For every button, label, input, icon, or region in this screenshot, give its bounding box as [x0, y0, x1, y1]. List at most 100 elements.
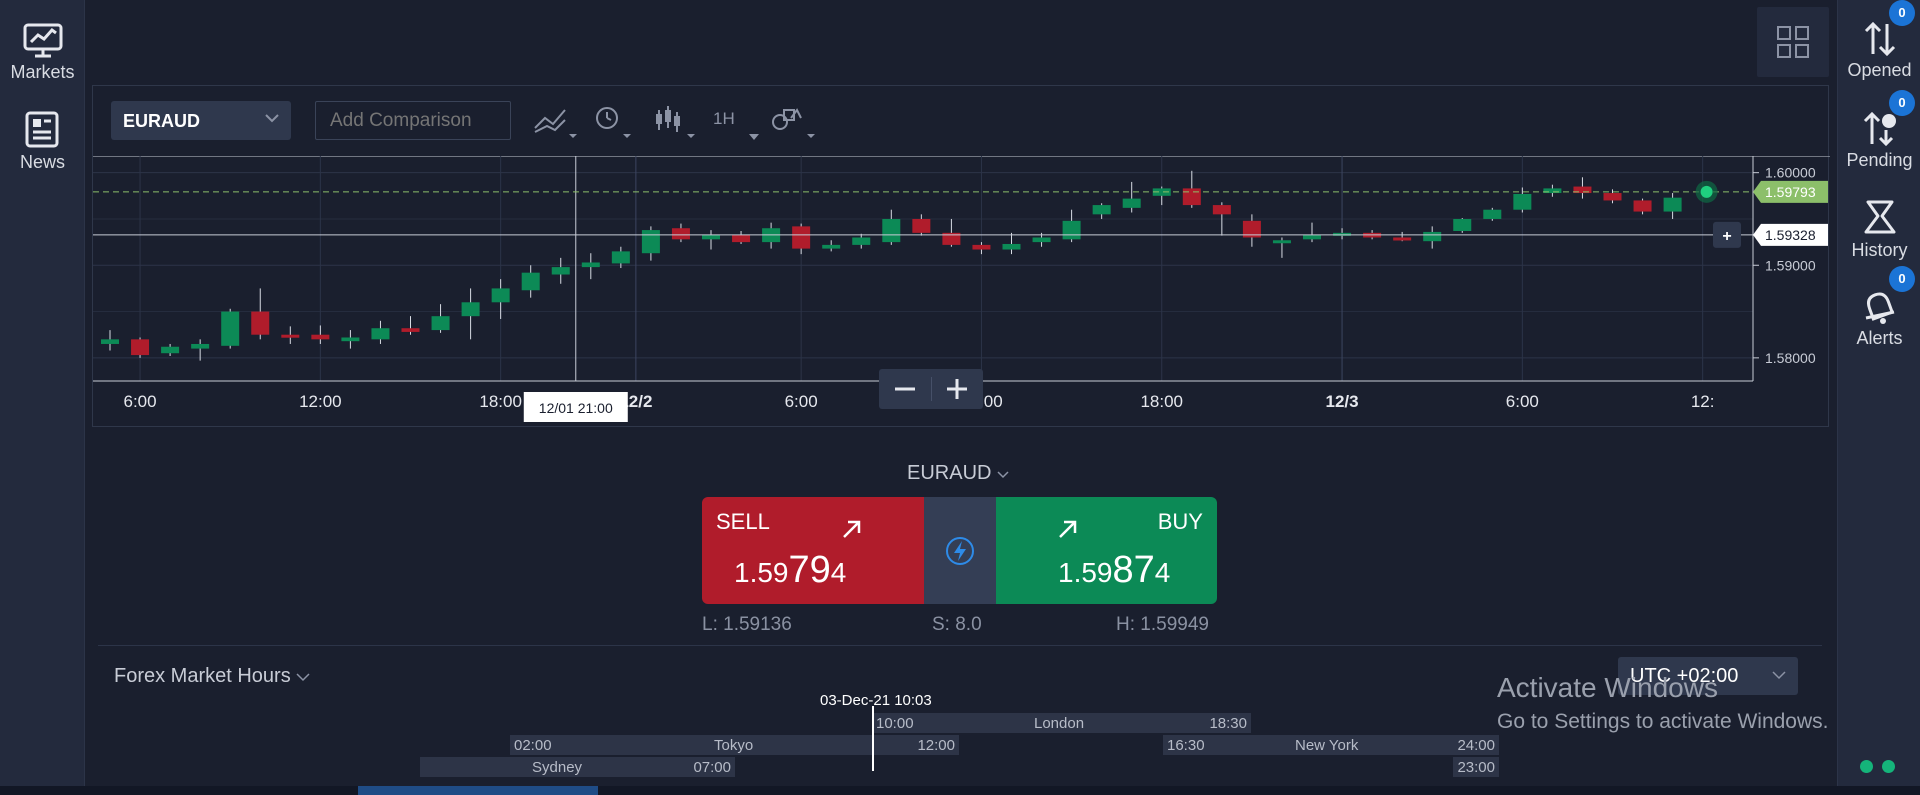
arrow-up-right-icon	[843, 520, 861, 538]
session-sydney-next: 23:00	[1453, 757, 1499, 777]
x-tick-label: 6:00	[124, 392, 157, 411]
y-tick-label: 1.58000	[1765, 350, 1816, 366]
live-price-dot	[1700, 185, 1713, 198]
candle-bullish	[1543, 188, 1562, 194]
candle-bullish	[1032, 237, 1051, 243]
candle-bullish	[1333, 232, 1352, 236]
zoom-in-button[interactable]	[931, 369, 983, 409]
activate-windows-watermark: Activate Windows Go to Settings to activ…	[1497, 672, 1829, 734]
watermark-subtitle: Go to Settings to activate Windows.	[1497, 710, 1829, 733]
plus-icon	[947, 379, 967, 399]
x-tick-label: 6:00	[785, 392, 818, 411]
session-sydney: Sydney 07:00	[420, 757, 735, 777]
markets-nav-label: Markets	[10, 62, 75, 82]
indicators-tool-button[interactable]	[533, 104, 579, 140]
session-sydney-next-close: 23:00	[1457, 759, 1495, 776]
crosshair-price-label: 1.59328	[1765, 227, 1816, 243]
day-high: H: 1.59949	[1116, 614, 1209, 635]
candle-bearish	[1242, 220, 1261, 238]
chevron-down-icon	[997, 471, 1009, 479]
chart-panel: EURAUD	[92, 85, 1830, 427]
chart-grid	[93, 155, 1830, 381]
plus-icon: +	[1722, 228, 1731, 245]
candle-bearish	[131, 339, 150, 356]
sell-label: SELL	[716, 509, 770, 534]
chart-type-button[interactable]	[653, 104, 697, 140]
candle-bearish	[1182, 188, 1201, 206]
alarm-tool-button[interactable]	[593, 104, 633, 140]
opened-nav-button[interactable]: Opened 0	[1838, 0, 1920, 81]
candle-bullish	[1062, 220, 1081, 240]
candle-bearish	[671, 228, 690, 240]
candle-bullish	[371, 328, 390, 340]
sell-price-main: 1.59	[734, 557, 789, 588]
candles	[101, 170, 1682, 361]
alarm-clock-icon	[596, 107, 631, 138]
news-nav-button[interactable]: News	[0, 110, 85, 173]
pending-nav-button[interactable]: Pending 0	[1838, 90, 1920, 171]
timeframe-button[interactable]: 1H	[713, 104, 759, 140]
sell-price: 1.59794	[734, 549, 846, 592]
connection-status-dot	[1860, 760, 1873, 773]
sell-button[interactable]: SELL 1.59794	[702, 497, 924, 604]
crosshair-add-button	[1713, 221, 1741, 248]
history-nav-label: History	[1851, 240, 1908, 260]
symbol-select[interactable]: EURAUD	[111, 101, 291, 140]
drawing-tools-button[interactable]	[769, 104, 819, 140]
candle-bullish	[641, 230, 660, 254]
candle-bullish	[882, 218, 901, 243]
alerts-nav-label: Alerts	[1856, 328, 1903, 348]
chevron-down-icon	[265, 114, 279, 123]
candle-bearish	[251, 311, 270, 335]
candle-bearish	[311, 334, 330, 340]
candle-bearish	[1603, 193, 1622, 201]
connection-status-dot	[1882, 760, 1895, 773]
x-tick-label: 12:	[1691, 392, 1715, 411]
chart-plot-area[interactable]: 1.60000 1.59000 1.58000 6:00 12:00 18:00 12/2 6…	[93, 155, 1830, 426]
alerts-nav-button[interactable]: Alerts 0	[1838, 266, 1920, 349]
current-time-marker	[872, 706, 874, 771]
chevron-down-icon	[1772, 671, 1786, 680]
candle-bullish	[1122, 198, 1141, 208]
one-click-trading-button[interactable]	[924, 497, 996, 604]
layout-grid-button[interactable]	[1757, 7, 1829, 77]
buy-price-main: 1.59	[1058, 557, 1113, 588]
candle-bullish	[702, 234, 720, 240]
session-london: 10:00 London 18:30	[872, 713, 1251, 733]
candlestick-icon	[656, 106, 695, 138]
add-comparison-input[interactable]	[315, 101, 511, 140]
session-new-york-close: 24:00	[1457, 737, 1495, 754]
candle-bullish	[191, 343, 210, 349]
spread: S: 8.0	[932, 614, 982, 635]
candle-bullish	[161, 346, 180, 354]
session-london-close: 18:30	[1209, 715, 1247, 732]
trade-symbol-select[interactable]: EURAUD	[907, 462, 1009, 485]
candle-bearish	[281, 334, 300, 338]
history-nav-button[interactable]: History	[1838, 198, 1920, 261]
candle-bullish	[1272, 240, 1291, 244]
x-tick-label: 12:00	[299, 392, 342, 411]
candle-bullish	[551, 267, 570, 275]
zoom-out-button[interactable]	[879, 369, 931, 409]
right-nav: Opened 0 Pending 0 History Alerts 0	[1837, 0, 1920, 795]
chevron-down-icon	[296, 673, 310, 682]
buy-button[interactable]: BUY 1.59874	[996, 497, 1217, 604]
alerts-count-badge: 0	[1889, 266, 1915, 292]
session-sydney-close: 07:00	[693, 759, 731, 776]
candle-bullish	[491, 288, 510, 303]
symbol-select-value: EURAUD	[123, 111, 201, 131]
markets-nav-button[interactable]: Markets	[0, 20, 85, 83]
candle-bullish	[1092, 205, 1111, 215]
y-tick-label: 1.59000	[1765, 257, 1816, 273]
sell-price-pips: 79	[788, 549, 831, 591]
chart-toolbar: EURAUD	[93, 86, 1828, 156]
market-hours-title: Forex Market Hours	[114, 665, 291, 687]
market-hours-toggle[interactable]: Forex Market Hours	[114, 665, 310, 688]
candle-bullish	[1423, 231, 1442, 242]
candle-bearish	[942, 232, 961, 245]
session-new-york-open: 16:30	[1167, 737, 1205, 754]
candle-bearish	[1212, 205, 1231, 215]
crosshair-time-box	[523, 392, 628, 422]
timezone-select[interactable]: UTC +02:00	[1618, 657, 1798, 695]
